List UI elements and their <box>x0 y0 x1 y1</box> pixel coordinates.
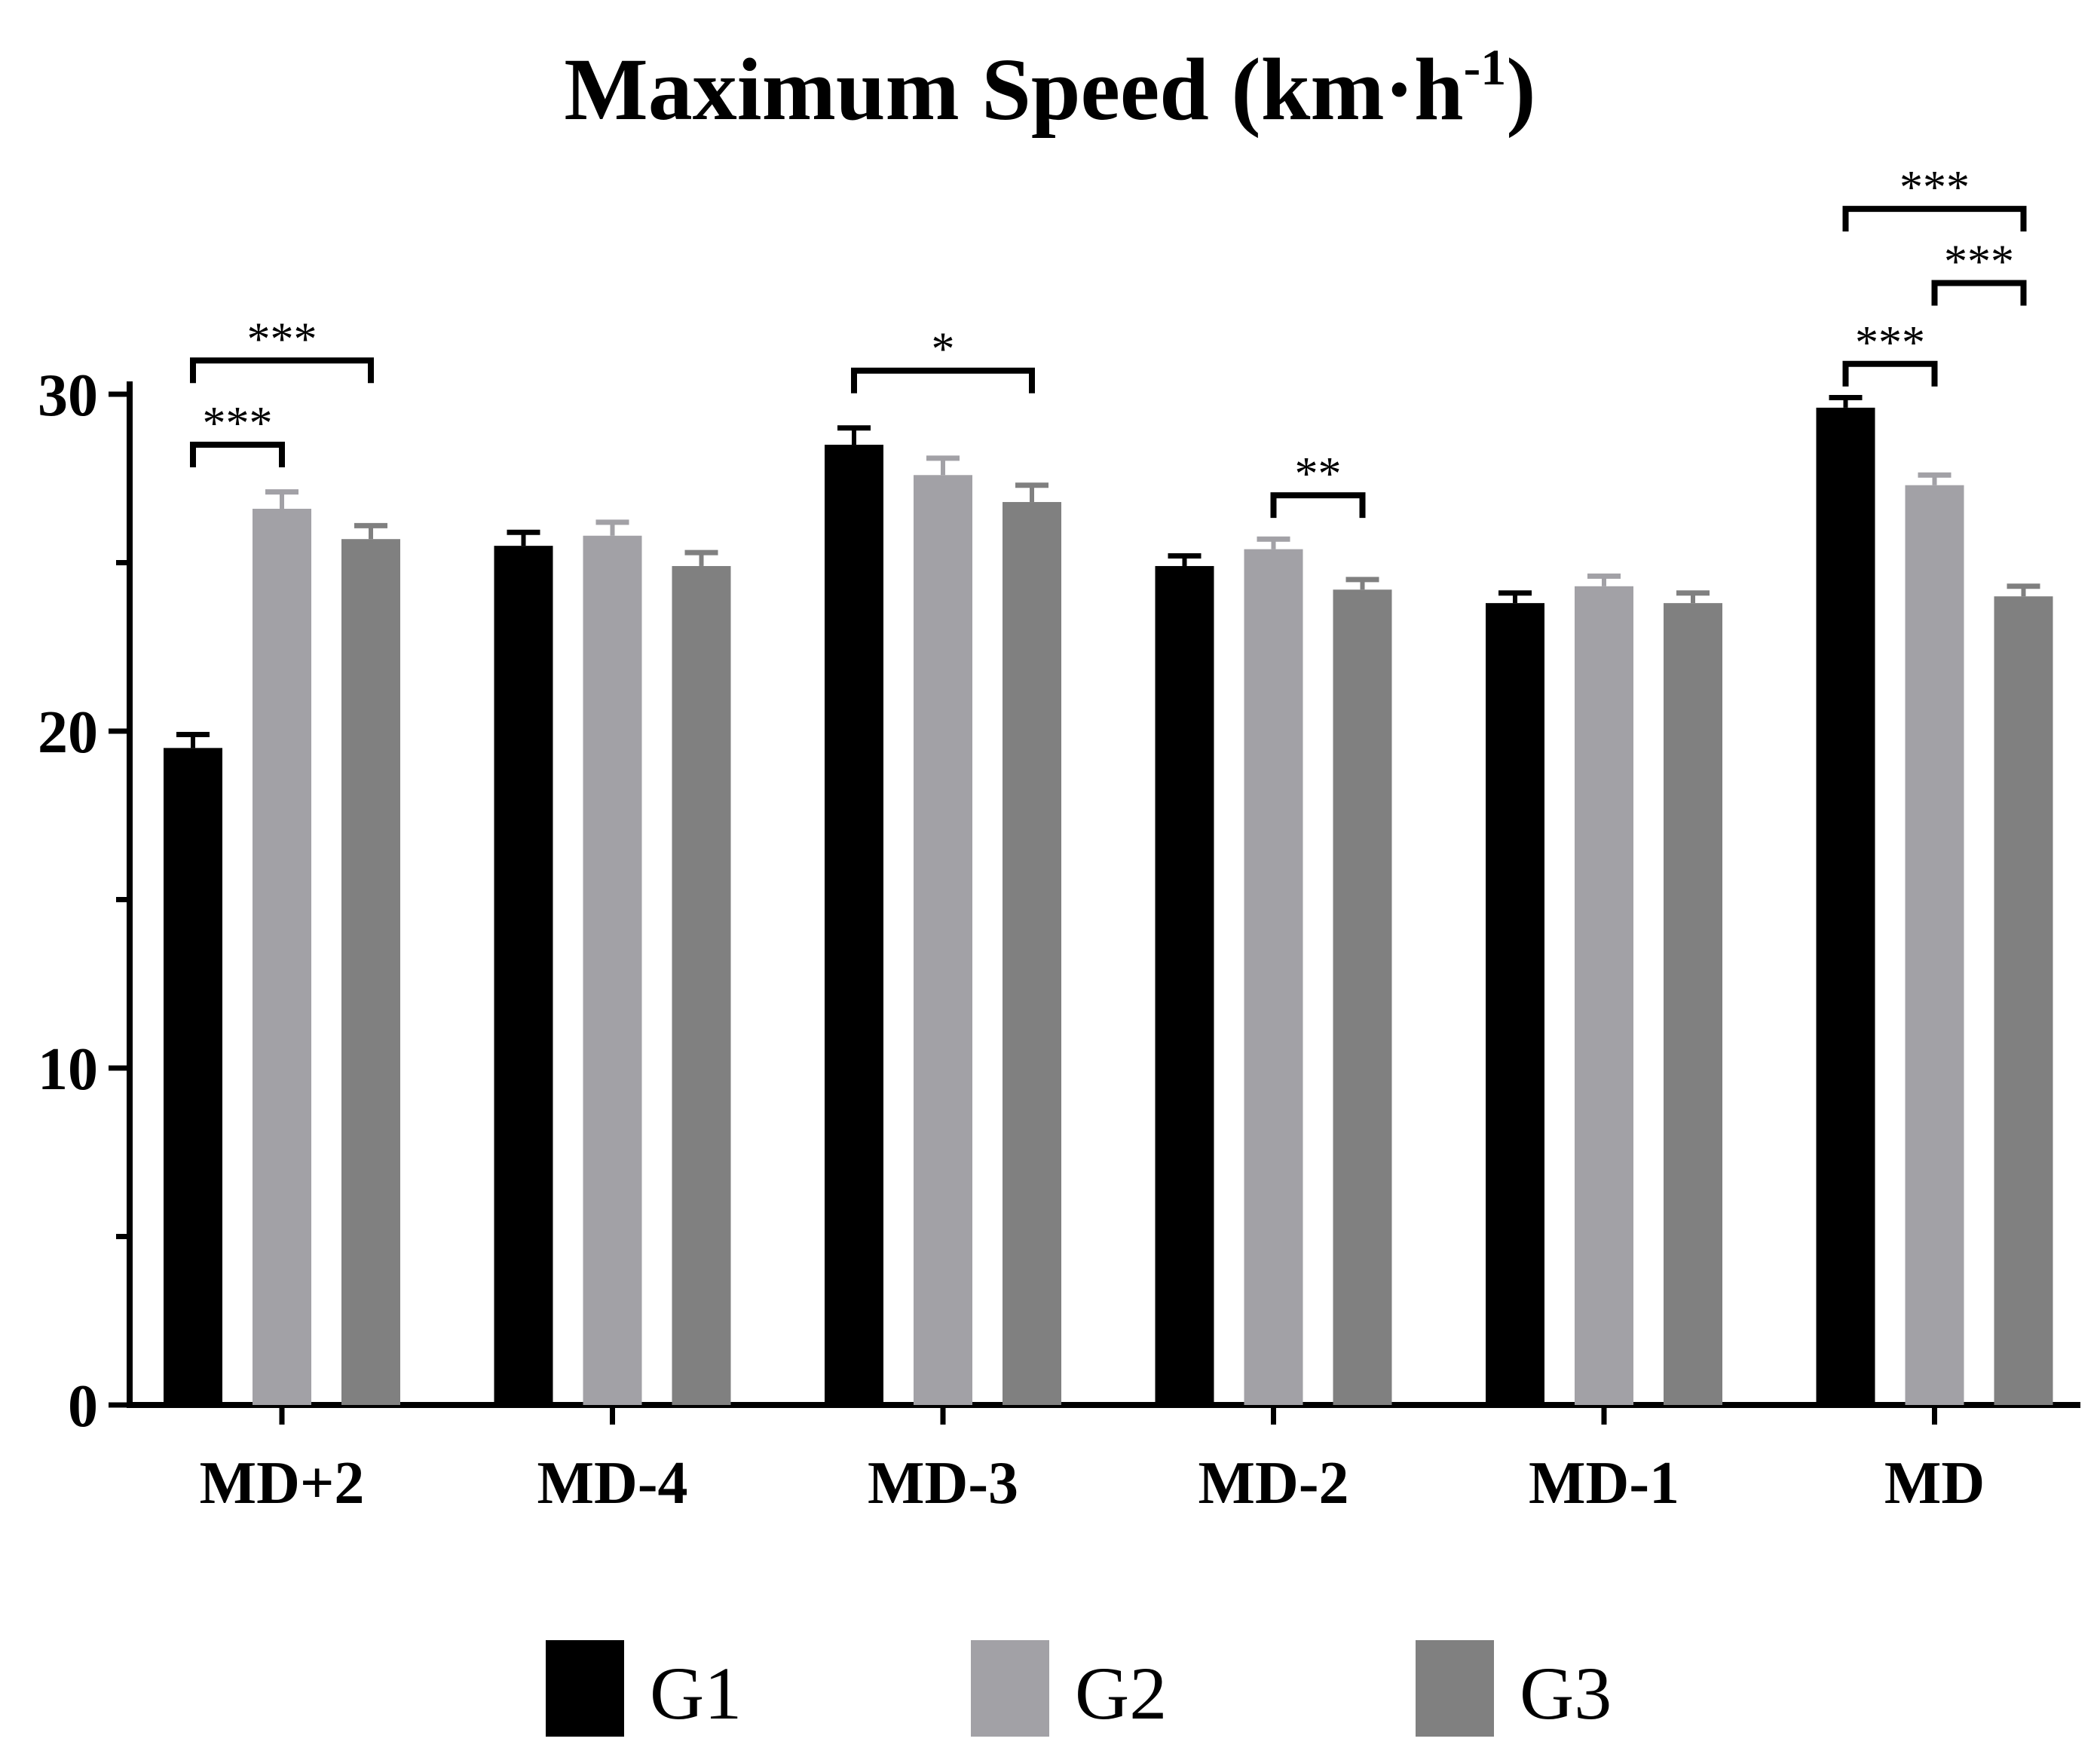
chart-title-closing: ) <box>1506 40 1535 139</box>
bar-g3 <box>1003 502 1061 1405</box>
bar-g2 <box>583 535 642 1405</box>
bar-g1 <box>1816 407 1875 1405</box>
significance-bracket <box>1931 280 2027 306</box>
significance-brackets: ****** ************ <box>190 162 2027 519</box>
chart-title: Maximum Speed (km·h-1) <box>564 38 1535 139</box>
x-tick-label: MD-2 <box>1198 1450 1349 1517</box>
bars <box>164 394 2053 1406</box>
bar-g1 <box>1155 565 1214 1405</box>
y-tick-label: 30 <box>38 363 98 429</box>
significance-bracket <box>1842 206 2027 232</box>
legend-swatch-g3 <box>1416 1640 1494 1737</box>
axes: 0 10 20 30 MD+2 MD-4 MD-3 MD-2 MD-1 MD <box>38 363 2080 1517</box>
y-tick-label: 20 <box>38 699 98 766</box>
significance-bracket <box>190 357 374 384</box>
significance-label: *** <box>1899 162 1970 213</box>
legend: G1 G2 G3 <box>546 1640 1612 1737</box>
bar-g3 <box>1664 603 1722 1405</box>
chart-title-superscript: -1 <box>1464 38 1507 96</box>
bar-g2 <box>1244 549 1303 1405</box>
significance-label: *** <box>203 398 273 449</box>
bar-g3 <box>1994 596 2053 1406</box>
legend-label-g1: G1 <box>650 1651 742 1735</box>
significance-label: * <box>932 324 955 375</box>
bar-g2 <box>1905 485 1964 1406</box>
x-tick-label: MD-1 <box>1529 1450 1679 1517</box>
significance-label: *** <box>1855 317 1925 369</box>
x-tick-label: MD-3 <box>868 1450 1018 1517</box>
significance-bracket <box>851 367 1035 393</box>
bar-g1 <box>825 445 883 1405</box>
bar-g1 <box>494 546 553 1405</box>
significance-label: *** <box>247 314 317 365</box>
bar-g1 <box>164 748 222 1405</box>
y-tick-label: 0 <box>68 1373 98 1440</box>
bar-g3 <box>1333 589 1392 1405</box>
significance-label: ** <box>1295 448 1342 500</box>
bar-g1 <box>1486 603 1544 1405</box>
bar-g2 <box>914 475 972 1405</box>
y-tick-label: 10 <box>38 1036 98 1103</box>
legend-label-g3: G3 <box>1520 1651 1612 1735</box>
x-tick-label: MD+2 <box>200 1450 365 1517</box>
legend-swatch-g2 <box>971 1640 1049 1737</box>
chart-title-main: Maximum Speed (km·h <box>564 40 1463 139</box>
significance-bracket <box>190 442 285 468</box>
significance-bracket <box>1842 360 1938 387</box>
legend-swatch-g1 <box>546 1640 624 1737</box>
significance-label: *** <box>1944 236 2014 287</box>
bar-g3 <box>341 539 400 1406</box>
x-tick-label: MD <box>1884 1450 1985 1517</box>
legend-label-g2: G2 <box>1075 1651 1167 1735</box>
significance-bracket <box>1270 492 1366 519</box>
x-tick-label: MD-4 <box>537 1450 688 1517</box>
bar-g2 <box>253 508 311 1405</box>
bar-g2 <box>1575 586 1633 1405</box>
bar-g3 <box>672 565 731 1405</box>
